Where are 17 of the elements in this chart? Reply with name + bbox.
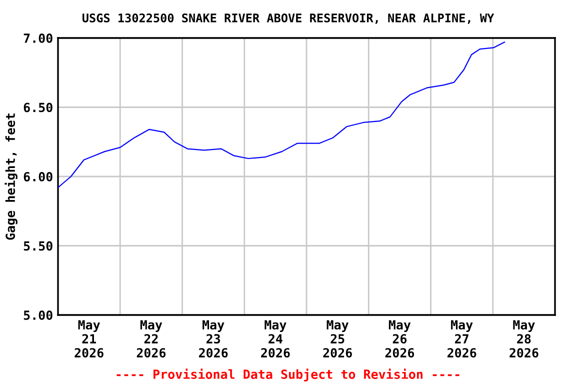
- text: ---- Provisional Data Subject to Revision ----: [116, 368, 460, 382]
- y-tick-label: 5.50: [24, 241, 52, 251]
- x-tick-label: May 22 2026: [136, 320, 166, 358]
- chart-title: USGS 13022500 SNAKE RIVER ABOVE RESERVOIR, NEAR ALPINE, WY: [82, 13, 494, 24]
- x-tick-label: May 21 2026: [74, 320, 104, 358]
- y-tick-label: 6.50: [24, 102, 52, 112]
- x-tick-label: May 25 2026: [323, 320, 352, 358]
- x-tick-label: May 24 2026: [261, 320, 290, 358]
- x-tick-label: May 28 2026: [510, 320, 538, 358]
- y-tick-label: 5.00: [24, 310, 52, 320]
- y-tick-label: 7.00: [24, 33, 52, 43]
- line-series: [58, 42, 506, 188]
- y-tick-label: 6.00: [24, 172, 52, 182]
- x-tick-label: May 26 2026: [385, 320, 414, 358]
- x-tick-label: May 27 2026: [447, 320, 476, 358]
- y-axis-title: Gage height, feet: [4, 114, 18, 240]
- x-tick-label: May 23 2026: [198, 320, 228, 358]
